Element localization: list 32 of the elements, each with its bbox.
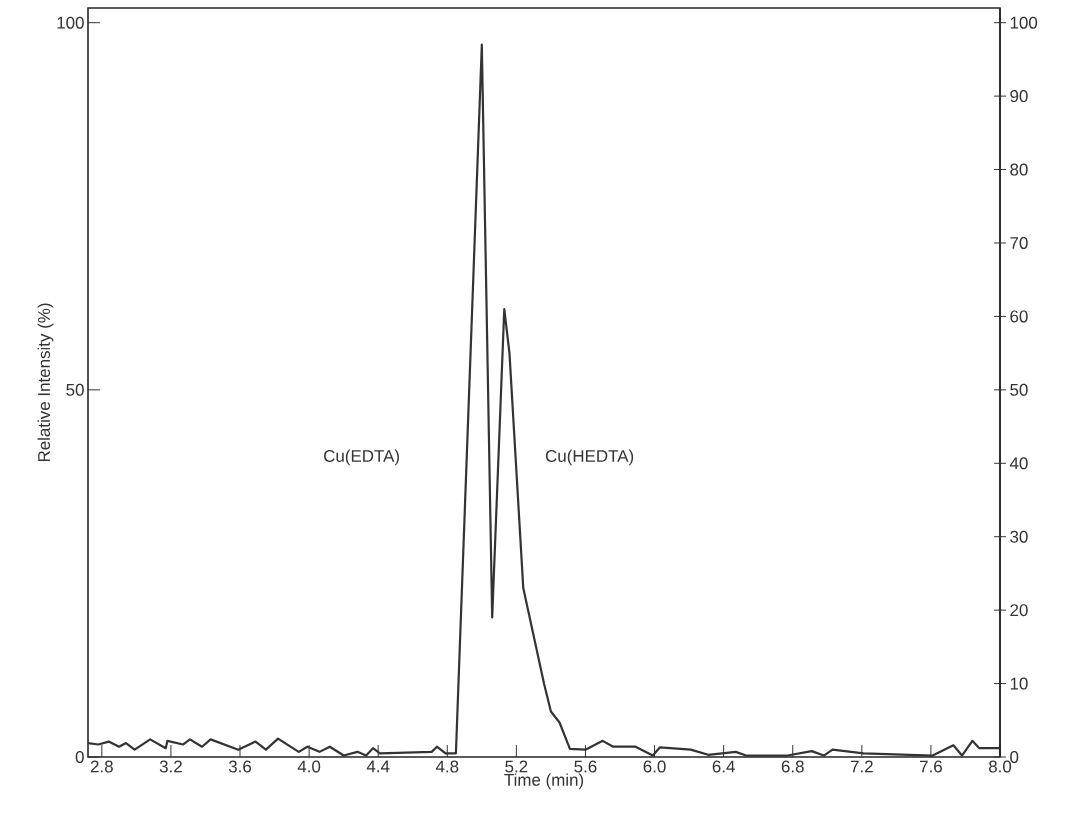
x-tick-label: 6.4 xyxy=(712,760,735,773)
y2-tick-label: 50 xyxy=(1010,383,1028,396)
x-tick-label: 4.8 xyxy=(435,760,459,773)
y2-tick-label: 20 xyxy=(1010,604,1028,617)
y2-tick-label: 70 xyxy=(1010,236,1028,249)
y2-tick-label: 40 xyxy=(1009,457,1028,470)
x-tick-label: 5.2 xyxy=(505,760,528,773)
x-tick-label: 6.8 xyxy=(781,760,804,773)
y2-tick-label: 30 xyxy=(1010,530,1028,543)
x-tick-label: 6.0 xyxy=(643,760,666,773)
x-tick-label: 4.0 xyxy=(297,760,321,773)
y-tick-label: 0 xyxy=(75,751,84,763)
annotation: Cu(EDTA) xyxy=(324,449,399,466)
x-tick-label: 4.4 xyxy=(366,760,390,773)
x-tick-label: 7.2 xyxy=(850,760,873,773)
y2-tick-label: 80 xyxy=(1010,163,1028,176)
y2-tick-label: 90 xyxy=(1010,90,1028,103)
annotation: Cu(HEDTA) xyxy=(545,449,634,466)
x-tick-label: 5.6 xyxy=(574,760,597,773)
y2-tick-label: 10 xyxy=(1010,677,1028,690)
x-tick-label: 3.2 xyxy=(159,760,182,773)
x-axis-title: Time (min) xyxy=(504,773,584,790)
y-tick-label: 100 xyxy=(57,16,84,29)
y2-tick-label: 60 xyxy=(1010,310,1028,323)
y-tick-label: 50 xyxy=(66,383,84,396)
x-tick-label: 8.0 xyxy=(988,760,1012,773)
y-axis-title: Relative Intensity (%) xyxy=(37,303,54,462)
x-tick-label: 2.8 xyxy=(90,760,113,773)
y2-tick-label: 100 xyxy=(1010,16,1038,29)
y2-tick-label: 0 xyxy=(1010,751,1019,763)
x-tick-label: 7.6 xyxy=(920,760,942,773)
x-tick-label: 3.6 xyxy=(228,760,252,773)
